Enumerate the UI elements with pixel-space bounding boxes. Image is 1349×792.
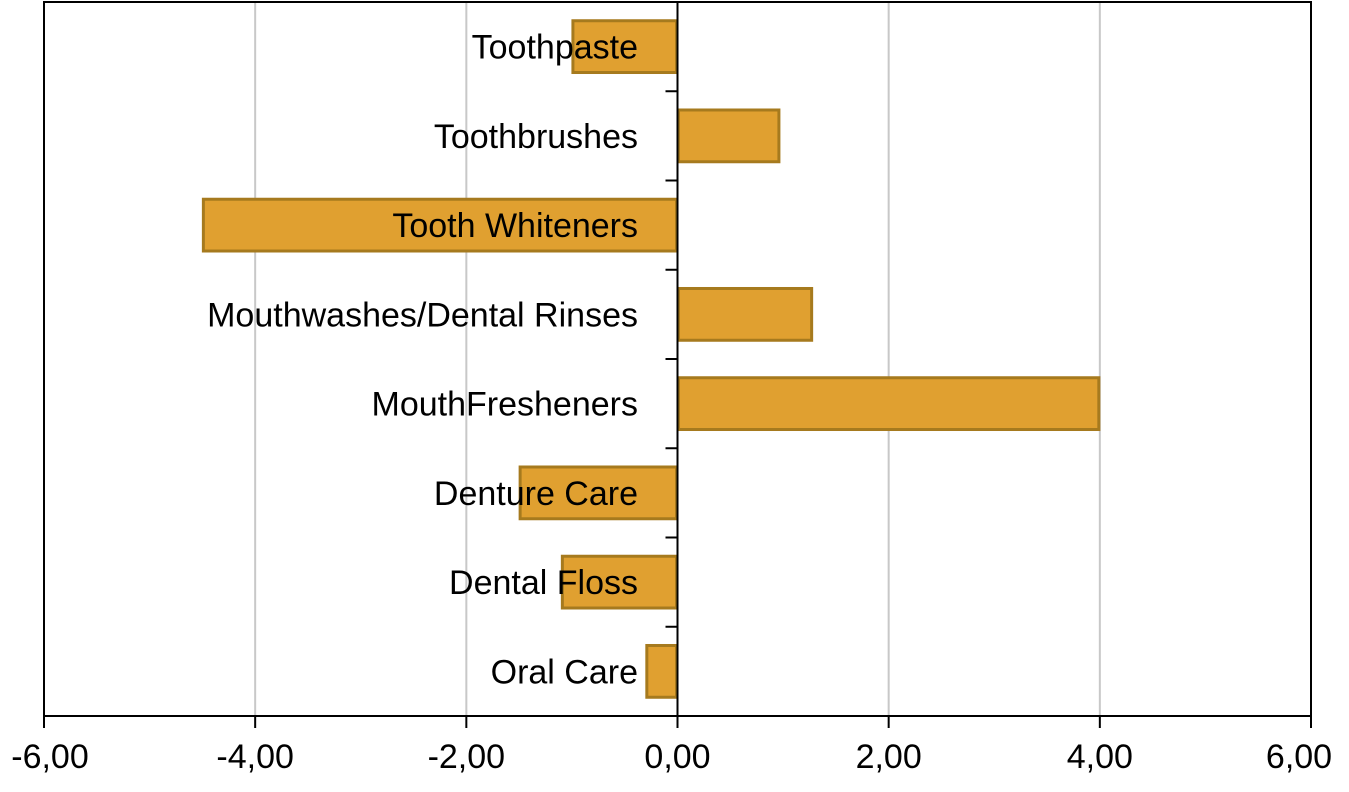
category-label-1: Toothbrushes — [434, 118, 638, 156]
x-tick-label-5: 4,00 — [1067, 738, 1133, 776]
category-label-2: Tooth Whiteners — [392, 207, 638, 245]
category-label-6: Dental Floss — [449, 564, 638, 602]
x-tick-label-1: -4,00 — [216, 738, 294, 776]
bar-7 — [645, 643, 679, 699]
category-label-3: Mouthwashes/Dental Rinses — [207, 296, 638, 334]
category-label-7: Oral Care — [491, 653, 638, 691]
grid-lines — [254, 2, 1101, 716]
bar-3 — [677, 286, 814, 342]
x-tick-label-2: -2,00 — [428, 738, 506, 776]
bar-1 — [677, 108, 781, 164]
axes — [43, 1, 1312, 728]
bars — [201, 19, 1101, 699]
bar-4 — [677, 376, 1101, 432]
bar-2 — [201, 197, 678, 253]
x-tick-label-3: 0,00 — [644, 738, 710, 776]
x-tick-labels: -6,00 -4,00 -2,00 0,00 2,00 4,00 6,00 — [11, 738, 1332, 776]
bar-5 — [518, 465, 678, 521]
category-label-5: Denture Care — [434, 475, 638, 513]
category-label-4: MouthFresheners — [372, 386, 638, 424]
x-tick-label-0: -6,00 — [11, 738, 89, 776]
x-tick-label-4: 2,00 — [856, 738, 922, 776]
bar-6 — [560, 554, 679, 610]
bar-0 — [571, 19, 679, 75]
category-labels: Toothpaste Toothbrushes Tooth Whiteners Mou… — [207, 29, 638, 692]
x-tick-label-6: 6,00 — [1266, 738, 1332, 776]
category-label-0: Toothpaste — [472, 29, 638, 67]
